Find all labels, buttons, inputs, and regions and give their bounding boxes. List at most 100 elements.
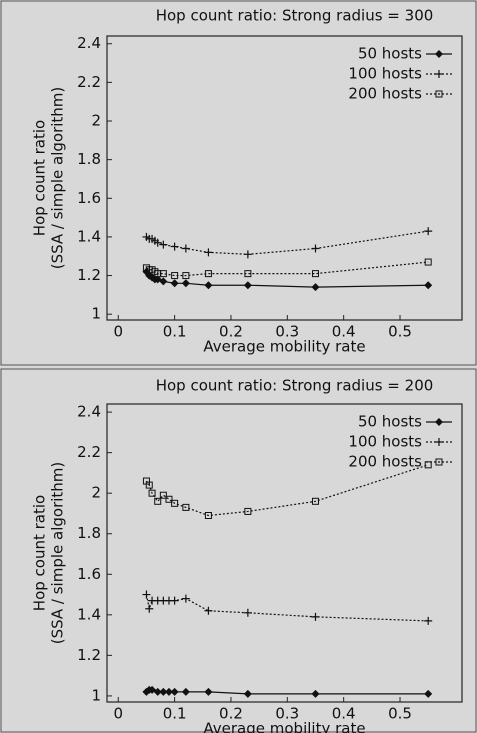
legend-label: 200 hosts [348, 85, 422, 103]
marker [164, 687, 173, 696]
marker [244, 270, 252, 278]
marker [171, 499, 179, 507]
y-tick-label: 2 [91, 112, 101, 130]
y-tick-label: 1.6 [77, 565, 101, 583]
marker [424, 616, 433, 625]
marker [159, 687, 168, 696]
series-line [145, 464, 429, 517]
marker [243, 608, 252, 617]
marker [435, 418, 443, 426]
marker [159, 491, 167, 499]
marker [170, 687, 179, 696]
legend-label: 200 hosts [348, 453, 422, 471]
marker [311, 689, 320, 698]
x-tick-label: 0.3 [275, 705, 299, 723]
x-tick-label: 0.1 [163, 323, 187, 341]
marker [181, 244, 190, 253]
marker [204, 606, 213, 615]
legend-label: 50 hosts [358, 45, 422, 63]
x-axis-label: Average mobility rate [203, 338, 365, 356]
marker [435, 50, 443, 58]
x-axis-label: Average mobility rate [203, 720, 365, 733]
marker [424, 281, 433, 290]
x-tick-label: 0 [113, 705, 123, 723]
x-tick-label: 0.4 [332, 705, 356, 723]
marker [181, 687, 190, 696]
marker [148, 489, 156, 497]
marker [153, 687, 162, 696]
marker [243, 250, 252, 259]
panel-frame [0, 368, 477, 733]
panel-frame [0, 0, 477, 366]
marker [142, 590, 151, 599]
marker [182, 272, 190, 280]
y-axis-label: Hop count ratio [31, 495, 49, 611]
marker [182, 503, 190, 511]
y-axis-label: (SSA / simple algorithm) [49, 462, 67, 645]
y-tick-label: 1.2 [77, 646, 101, 664]
marker [145, 481, 153, 489]
marker [311, 283, 320, 292]
y-tick-label: 1 [91, 305, 101, 323]
marker [204, 511, 212, 519]
marker [311, 270, 319, 278]
y-tick-label: 1.6 [77, 189, 101, 207]
marker [243, 689, 252, 698]
x-tick-label: 0.5 [388, 705, 412, 723]
marker [204, 270, 212, 278]
y-tick-label: 2.2 [77, 443, 101, 461]
marker [243, 281, 252, 290]
y-tick-label: 1.8 [77, 150, 101, 168]
marker [170, 596, 179, 605]
marker [145, 604, 154, 613]
marker [181, 279, 190, 288]
y-tick-label: 2 [91, 484, 101, 502]
y-tick-label: 2.2 [77, 73, 101, 91]
x-tick-label: 0 [113, 323, 123, 341]
marker [435, 458, 443, 466]
y-tick-label: 1.4 [77, 605, 101, 623]
marker [424, 689, 433, 698]
x-tick-label: 0.4 [332, 323, 356, 341]
plot-area [106, 35, 463, 321]
y-tick-label: 1.4 [77, 227, 101, 245]
x-tick-label: 0.3 [275, 323, 299, 341]
marker [311, 497, 319, 505]
y-tick-label: 1 [91, 686, 101, 704]
chart-title: Hop count ratio: Strong radius = 300 [156, 7, 434, 25]
y-tick-label: 1.2 [77, 266, 101, 284]
y-axis-label: (SSA / simple algorithm) [49, 87, 67, 270]
marker [311, 612, 320, 621]
x-tick-label: 0.1 [163, 705, 187, 723]
legend-label: 50 hosts [358, 413, 422, 431]
marker [435, 438, 443, 446]
marker [424, 258, 432, 266]
y-tick-label: 2.4 [77, 403, 101, 421]
marker [153, 238, 162, 247]
y-tick-label: 1.8 [77, 524, 101, 542]
x-tick-label: 0.5 [388, 323, 412, 341]
marker [159, 270, 167, 278]
marker [311, 244, 320, 253]
marker [204, 281, 213, 290]
marker [435, 70, 443, 78]
marker [181, 594, 190, 603]
marker [165, 495, 173, 503]
marker [171, 272, 179, 280]
marker [154, 497, 162, 505]
marker [435, 90, 443, 98]
legend-label: 100 hosts [348, 65, 422, 83]
marker [424, 461, 432, 469]
x-tick-label: 0.2 [219, 323, 243, 341]
chart-title: Hop count ratio: Strong radius = 200 [156, 377, 434, 395]
marker [204, 687, 213, 696]
marker [244, 507, 252, 515]
y-axis-label: Hop count ratio [31, 120, 49, 236]
marker [170, 242, 179, 251]
marker [159, 240, 168, 249]
marker [424, 227, 433, 236]
marker [159, 277, 168, 286]
x-tick-label: 0.2 [219, 705, 243, 723]
